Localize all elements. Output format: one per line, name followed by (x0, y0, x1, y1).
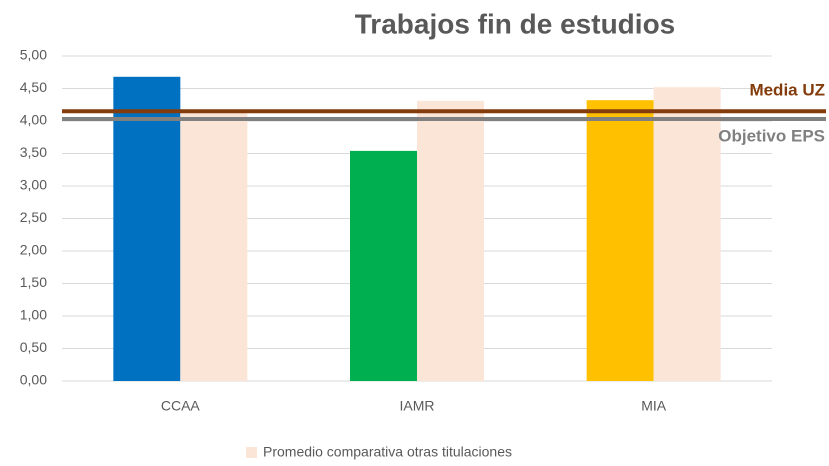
bar (586, 100, 654, 381)
y-tick-label: 4,00 (20, 112, 47, 128)
y-tick-label: 5,00 (20, 47, 47, 63)
y-tick-label: 2,50 (20, 209, 47, 225)
y-tick-label: 0,50 (20, 339, 47, 355)
y-tick-label: 1,00 (20, 307, 47, 323)
bar (350, 150, 417, 381)
y-tick-label: 3,50 (20, 144, 47, 160)
reference-label: Media UZ (749, 81, 825, 100)
y-tick-label: 3,00 (20, 177, 47, 193)
y-tick-label: 1,50 (20, 274, 47, 290)
y-tick-label: 2,00 (20, 242, 47, 258)
bar (180, 113, 248, 381)
y-tick-label: 0,00 (20, 372, 47, 388)
bar (653, 87, 721, 381)
x-tick-label: IAMR (400, 398, 435, 414)
legend-label: Promedio comparativa otras titulaciones (263, 444, 512, 460)
bar (417, 100, 484, 381)
reference-label: Objetivo EPS (718, 127, 825, 146)
y-tick-label: 4,50 (20, 79, 47, 95)
legend-swatch (246, 447, 257, 458)
chart-title: Trabajos fin de estudios (355, 8, 676, 39)
x-tick-label: CCAA (161, 398, 201, 414)
x-tick-label: MIA (641, 398, 667, 414)
bar (113, 76, 181, 382)
